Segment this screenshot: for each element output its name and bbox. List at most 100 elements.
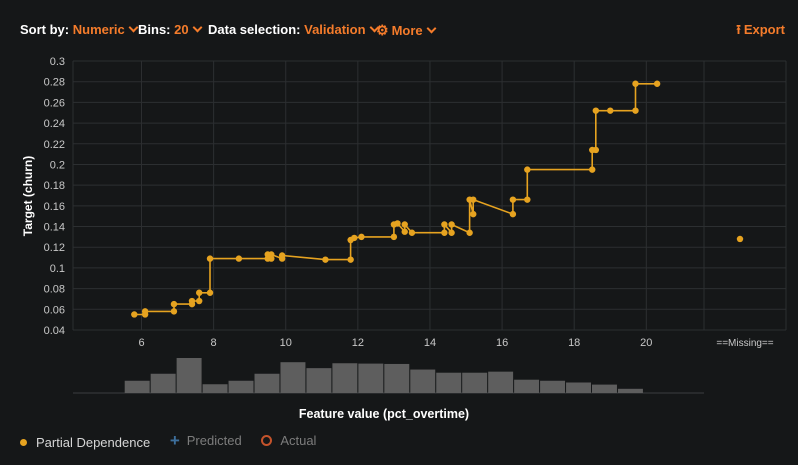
y-tick-label: 0.06 <box>44 304 65 316</box>
data-point <box>390 233 398 241</box>
histogram-bar <box>462 372 488 393</box>
partial-dependence-line <box>134 83 658 316</box>
data-point <box>188 297 196 305</box>
y-tick-label: 0.04 <box>44 325 65 337</box>
histogram-bar <box>150 373 176 393</box>
sort-by-dropdown[interactable]: Sort by: Numeric <box>20 22 139 37</box>
more-dropdown[interactable]: ⚙ More <box>376 22 437 39</box>
x-tick-label: 16 <box>496 337 508 349</box>
data-point <box>196 289 203 296</box>
y-tick-label: 0.16 <box>44 201 65 213</box>
y-tick-label: 0.26 <box>44 97 65 109</box>
data-point <box>141 308 149 315</box>
histogram-bar <box>592 384 617 393</box>
data-point <box>351 234 358 242</box>
y-tick-label: 0.22 <box>44 139 65 151</box>
histogram-bar <box>436 372 462 393</box>
histogram <box>73 358 704 394</box>
data-point <box>470 196 477 203</box>
data-point <box>394 220 401 227</box>
ring-icon <box>261 435 273 446</box>
sort-by-value: Numeric <box>72 22 125 37</box>
missing-tick-label: ==Missing== <box>716 338 773 349</box>
histogram-bar <box>124 380 150 393</box>
gear-icon: ⚙ <box>376 22 389 38</box>
data-point <box>524 166 531 173</box>
y-tick-label: 0.12 <box>44 242 65 254</box>
histogram-bar <box>514 379 540 393</box>
chart-legend: Partial Dependence + Predicted Actual <box>20 431 332 450</box>
histogram-bar <box>176 358 202 393</box>
data-point <box>589 166 596 173</box>
data-point <box>470 210 477 218</box>
data-point <box>653 80 661 87</box>
bins-value: 20 <box>174 22 189 37</box>
data-point <box>592 107 600 114</box>
legend-item-partial-dependence[interactable]: Partial Dependence <box>20 435 150 450</box>
missing-value-group: ==Missing== <box>716 235 774 349</box>
data-point <box>278 252 286 259</box>
x-tick-label: 14 <box>424 337 436 349</box>
y-axis-label: Target (churn) <box>21 156 35 236</box>
data-point <box>441 229 448 236</box>
histogram-bar <box>228 380 254 393</box>
data-point <box>448 221 455 228</box>
y-tick-labels: 0.04 0.06 0.08 0.1 0.12 0.14 0.16 0.18 0.2 0.22 0.… <box>44 56 65 337</box>
histogram-bar <box>384 363 410 393</box>
data-point <box>170 300 178 308</box>
plus-icon: + <box>169 431 180 450</box>
x-tick-labels: 6 8 10 12 14 16 18 20 <box>138 337 652 349</box>
data-point <box>358 233 365 241</box>
histogram-bar <box>332 363 358 393</box>
histogram-bar <box>306 368 332 393</box>
x-tick-label: 8 <box>211 337 217 349</box>
data-point <box>347 256 354 263</box>
partial-dependence-chart: 0.04 0.06 0.08 0.1 0.12 0.14 0.16 0.18 0.2 0.22 0.… <box>21 56 787 421</box>
legend-label: Actual <box>280 433 317 448</box>
chart-grid <box>72 60 787 331</box>
histogram-bar <box>202 384 228 393</box>
legend-item-predicted[interactable]: + Predicted <box>169 431 242 450</box>
data-point <box>632 80 639 87</box>
data-point <box>441 221 448 228</box>
dot-icon <box>20 439 27 446</box>
data-point <box>401 221 408 228</box>
data-selection-dropdown[interactable]: Data selection: Validation <box>208 22 379 37</box>
bins-dropdown[interactable]: Bins: 20 <box>138 22 203 37</box>
histogram-bar <box>617 388 643 393</box>
x-axis-label: Feature value (pct_overtime) <box>299 407 469 421</box>
data-point <box>235 255 243 262</box>
data-point <box>401 228 408 235</box>
data-point <box>196 297 203 305</box>
histogram-bar <box>410 369 436 393</box>
y-tick-label: 0.18 <box>44 180 65 192</box>
y-tick-label: 0.08 <box>44 284 65 296</box>
x-tick-label: 20 <box>640 337 652 349</box>
bins-label: Bins: <box>138 22 171 37</box>
data-point <box>607 107 614 114</box>
chart-toolbar: Sort by: Numeric Bins: 20 Data selection… <box>0 0 798 58</box>
export-button[interactable]: ⭱ Export <box>736 21 785 43</box>
missing-value-point <box>736 235 744 243</box>
legend-label: Partial Dependence <box>36 435 151 450</box>
data-point <box>448 229 455 236</box>
data-selection-label: Data selection: <box>208 22 301 37</box>
data-point <box>509 196 517 203</box>
data-point <box>206 289 214 296</box>
y-tick-label: 0.14 <box>44 222 65 234</box>
export-label: Export <box>743 22 785 37</box>
histogram-bar <box>280 362 306 393</box>
histogram-bar <box>540 380 566 393</box>
data-point <box>268 251 275 258</box>
legend-item-actual[interactable]: Actual <box>261 433 316 448</box>
data-point <box>632 107 639 114</box>
x-tick-label: 12 <box>352 337 364 349</box>
data-selection-value: Validation <box>304 22 366 37</box>
y-tick-label: 0.28 <box>44 77 65 89</box>
histogram-bar <box>358 363 384 393</box>
sort-by-label: Sort by: <box>20 22 70 37</box>
upload-arrow-icon: ⭱ <box>736 22 741 37</box>
x-tick-label: 18 <box>568 337 580 349</box>
legend-label: Predicted <box>186 433 242 448</box>
histogram-bar <box>566 382 592 393</box>
